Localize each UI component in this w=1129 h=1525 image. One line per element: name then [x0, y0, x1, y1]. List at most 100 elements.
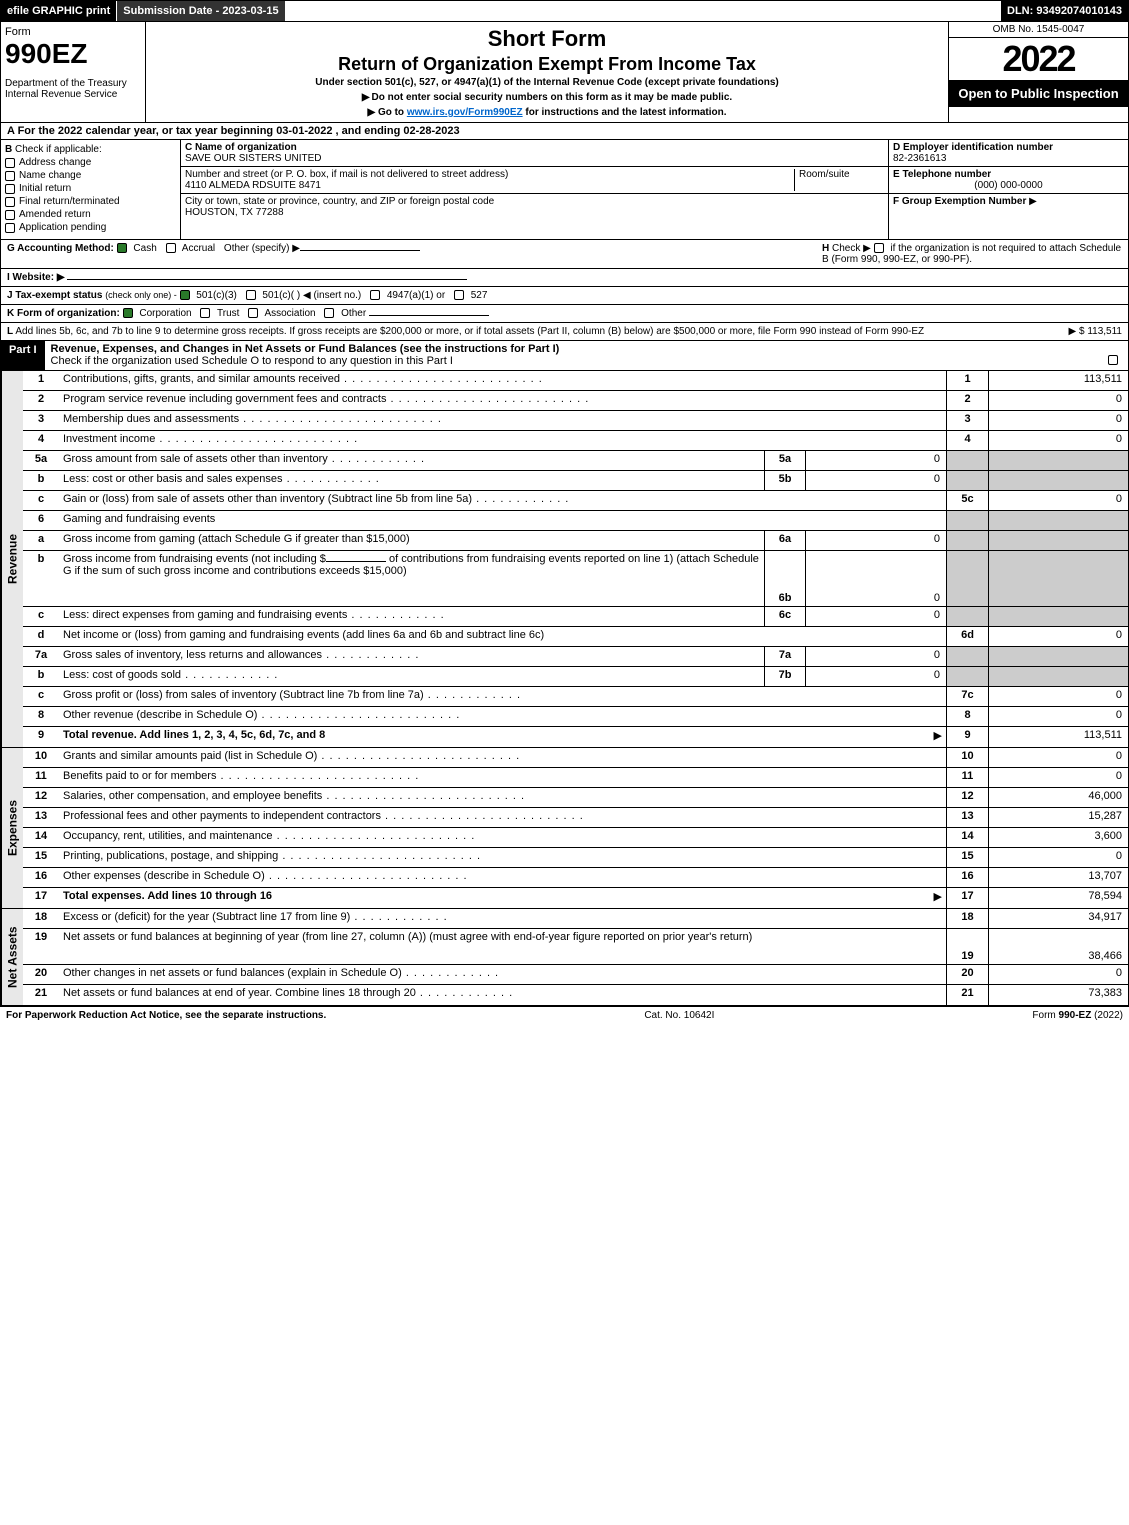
- checkbox-icon: [1108, 355, 1118, 365]
- info-grid: B Check if applicable: Address change Na…: [0, 140, 1129, 240]
- chk-amended-return[interactable]: Amended return: [5, 209, 176, 220]
- line-box: 19: [946, 929, 988, 964]
- return-title: Return of Organization Exempt From Incom…: [150, 54, 944, 75]
- l-text: Add lines 5b, 6c, and 7b to line 9 to de…: [15, 326, 924, 337]
- footer-left: For Paperwork Reduction Act Notice, see …: [6, 1010, 326, 1021]
- form-word: Form: [5, 26, 141, 38]
- top-bar: efile GRAPHIC print Submission Date - 20…: [0, 0, 1129, 22]
- 6b-pre: Gross income from fundraising events (no…: [63, 553, 326, 565]
- chk-name-change[interactable]: Name change: [5, 170, 176, 181]
- checkbox-icon: [200, 308, 210, 318]
- line-1: 1Contributions, gifts, grants, and simil…: [23, 371, 1128, 391]
- line-desc: Net assets or fund balances at end of ye…: [59, 985, 946, 1005]
- line-box: 14: [946, 828, 988, 847]
- line-6: 6Gaming and fundraising events: [23, 511, 1128, 531]
- h-text: Check ▶: [832, 243, 871, 254]
- checkbox-icon: [454, 290, 464, 300]
- line-16: 16Other expenses (describe in Schedule O…: [23, 868, 1128, 888]
- sub-num: 7b: [764, 667, 806, 686]
- h-label: H: [822, 243, 829, 254]
- line-box: 6d: [946, 627, 988, 646]
- dept-label: Department of the Treasury Internal Reve…: [5, 78, 141, 100]
- line-desc: Less: cost of goods sold: [59, 667, 764, 686]
- line-box: 20: [946, 965, 988, 984]
- checkbox-icon: [370, 290, 380, 300]
- line-box-shade: [946, 471, 988, 490]
- j-opt1: 501(c)(3): [196, 290, 237, 301]
- form-header: Form 990EZ Department of the Treasury In…: [0, 22, 1129, 123]
- line-val: 0: [988, 707, 1128, 726]
- line-val: 0: [988, 687, 1128, 706]
- line-5a: 5aGross amount from sale of assets other…: [23, 451, 1128, 471]
- chk-label: Amended return: [19, 209, 91, 220]
- section-a: A For the 2022 calendar year, or tax yea…: [0, 123, 1129, 140]
- line-6d: dNet income or (loss) from gaming and fu…: [23, 627, 1128, 647]
- section-l: L Add lines 5b, 6c, and 7b to line 9 to …: [0, 323, 1129, 341]
- checkbox-icon: [5, 184, 15, 194]
- checkbox-checked-icon: [123, 308, 133, 318]
- irs-link[interactable]: www.irs.gov/Form990EZ: [407, 107, 523, 118]
- line-6a: aGross income from gaming (attach Schedu…: [23, 531, 1128, 551]
- sub-num: 6b: [764, 551, 806, 606]
- line-9: 9Total revenue. Add lines 1, 2, 3, 4, 5c…: [23, 727, 1128, 747]
- form-number: 990EZ: [5, 38, 141, 70]
- chk-label: Name change: [19, 170, 81, 181]
- line-val-shade: [988, 451, 1128, 470]
- chk-address-change[interactable]: Address change: [5, 157, 176, 168]
- chk-application-pending[interactable]: Application pending: [5, 222, 176, 233]
- line-4: 4Investment income40: [23, 431, 1128, 451]
- 6b-blank: [326, 561, 386, 562]
- instr-ssn: Do not enter social security numbers on …: [150, 92, 944, 103]
- line-desc: Gain or (loss) from sale of assets other…: [59, 491, 946, 510]
- k-other-blank: [369, 315, 489, 316]
- checkbox-checked-icon: [117, 243, 127, 253]
- line-box: 10: [946, 748, 988, 767]
- submission-date: Submission Date - 2023-03-15: [116, 1, 284, 21]
- line-val: 0: [988, 848, 1128, 867]
- g-accrual: Accrual: [182, 243, 215, 254]
- sub-num: 6a: [764, 531, 806, 550]
- line-val: 113,511: [988, 371, 1128, 390]
- line-box: 17: [946, 888, 988, 908]
- line-2: 2Program service revenue including gover…: [23, 391, 1128, 411]
- line-box: 8: [946, 707, 988, 726]
- sub-val: 0: [806, 647, 946, 666]
- line-box: 4: [946, 431, 988, 450]
- line-desc: Gross profit or (loss) from sales of inv…: [59, 687, 946, 706]
- line-val-shade: [988, 471, 1128, 490]
- instr2-pre: Go to: [378, 107, 407, 118]
- header-mid: Short Form Return of Organization Exempt…: [146, 22, 948, 122]
- ein-value: 82-2361613: [893, 153, 1124, 164]
- sub-val: 0: [806, 551, 946, 606]
- line-val: 13,707: [988, 868, 1128, 887]
- sub-val: 0: [806, 607, 946, 626]
- revenue-side-label: Revenue: [1, 371, 23, 747]
- street-value: 4110 ALMEDA RDSUITE 8471: [185, 180, 794, 191]
- line-11: 11Benefits paid to or for members110: [23, 768, 1128, 788]
- line-val: 0: [988, 965, 1128, 984]
- efile-label[interactable]: efile GRAPHIC print: [1, 1, 116, 21]
- checkbox-icon: [248, 308, 258, 318]
- line-val-shade: [988, 551, 1128, 606]
- line-val-shade: [988, 667, 1128, 686]
- chk-label: Address change: [19, 157, 91, 168]
- chk-initial-return[interactable]: Initial return: [5, 183, 176, 194]
- checkbox-icon: [5, 223, 15, 233]
- line-box-shade: [946, 647, 988, 666]
- line-desc: Benefits paid to or for members: [59, 768, 946, 787]
- line-val: 0: [988, 431, 1128, 450]
- k-trust: Trust: [217, 308, 239, 319]
- line-desc: Total revenue. Add lines 1, 2, 3, 4, 5c,…: [63, 729, 325, 741]
- revenue-table: Revenue 1Contributions, gifts, grants, a…: [0, 371, 1129, 748]
- line-desc: Other expenses (describe in Schedule O): [59, 868, 946, 887]
- line-desc: Other changes in net assets or fund bala…: [59, 965, 946, 984]
- chk-final-return[interactable]: Final return/terminated: [5, 196, 176, 207]
- e-label: E Telephone number: [893, 169, 1124, 180]
- line-box: 7c: [946, 687, 988, 706]
- d-label: D Employer identification number: [893, 142, 1124, 153]
- line-box: 2: [946, 391, 988, 410]
- i-label: I Website: ▶: [7, 272, 65, 283]
- line-desc: Professional fees and other payments to …: [59, 808, 946, 827]
- line-desc: Membership dues and assessments: [59, 411, 946, 430]
- j-opt4: 527: [471, 290, 488, 301]
